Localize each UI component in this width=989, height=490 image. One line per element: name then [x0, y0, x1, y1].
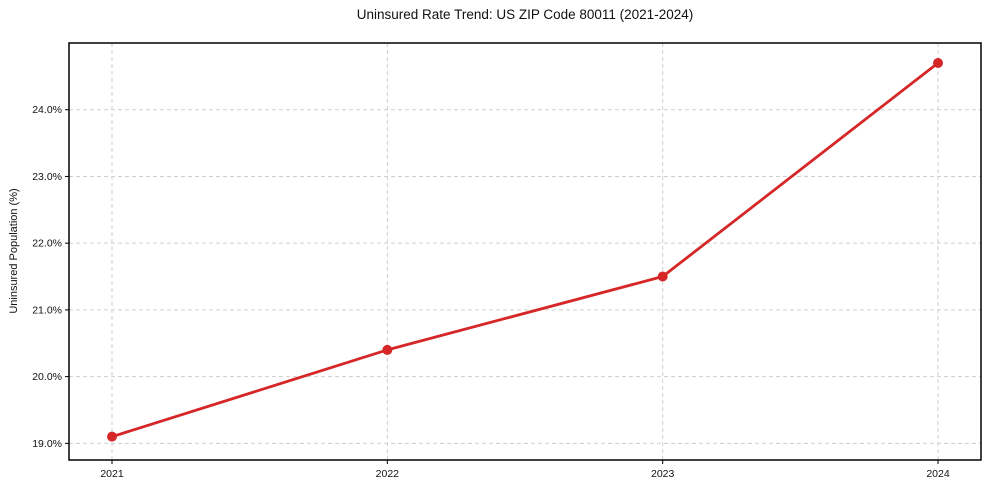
data-point-2022: [382, 344, 393, 355]
data-point-2021: [107, 431, 117, 442]
y-tick-label: 24.0%: [32, 104, 62, 116]
x-tick-label: 2023: [651, 468, 675, 480]
plot-border: [68, 42, 982, 461]
y-axis-label: Uninsured Population (%): [8, 188, 20, 314]
trend-line: [110, 61, 940, 439]
chart-title: Uninsured Rate Trend: US ZIP Code 80011 …: [356, 7, 694, 22]
x-tick-label: 2022: [376, 468, 400, 480]
y-tick-label: 23.0%: [32, 171, 62, 183]
y-tick-label: 19.0%: [32, 438, 62, 450]
y-tick-label: 20.0%: [32, 371, 62, 383]
x-tick-label: 2021: [100, 468, 124, 480]
y-tick-label: 21.0%: [32, 304, 62, 316]
x-tick-label: 2024: [926, 468, 950, 480]
data-point-2024: [933, 58, 943, 69]
data-point-2023: [657, 271, 668, 282]
y-tick-label: 22.0%: [32, 238, 62, 250]
